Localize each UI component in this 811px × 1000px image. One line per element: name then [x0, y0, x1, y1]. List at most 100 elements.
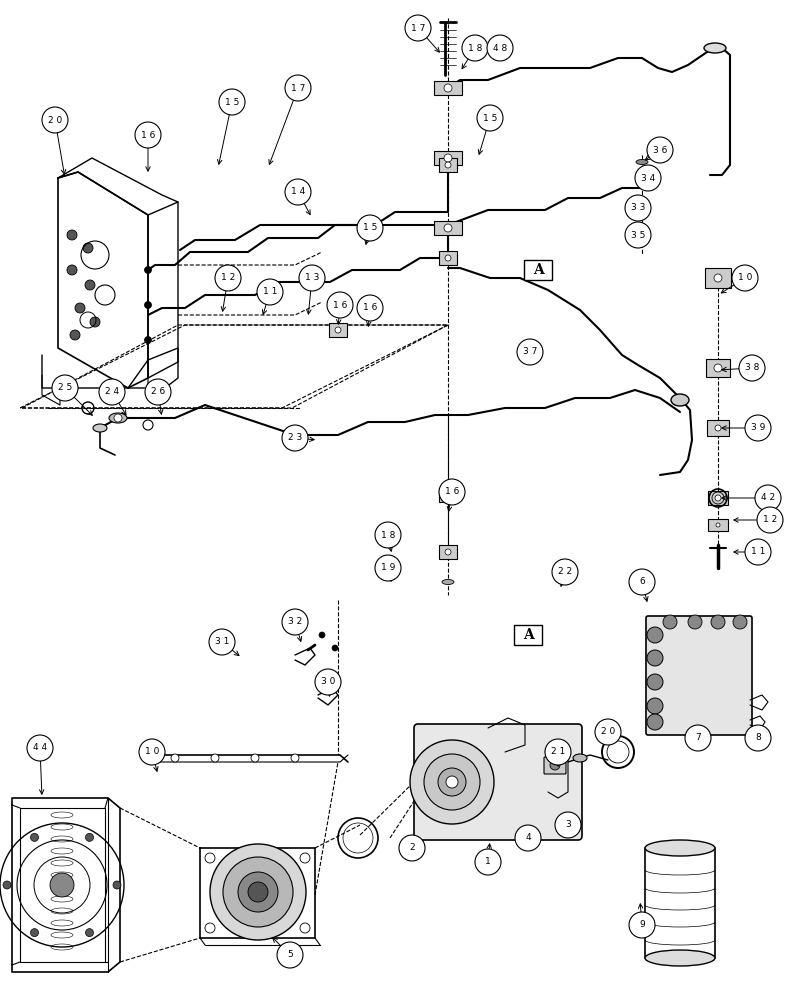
Circle shape — [277, 942, 303, 968]
Text: 3 9: 3 9 — [750, 424, 764, 432]
Circle shape — [646, 674, 663, 690]
Circle shape — [744, 539, 770, 565]
Circle shape — [85, 833, 93, 841]
Text: 4: 4 — [525, 833, 530, 842]
Circle shape — [549, 760, 560, 770]
Circle shape — [684, 725, 710, 751]
FancyBboxPatch shape — [646, 616, 751, 735]
Text: 1 2: 1 2 — [762, 516, 776, 524]
Text: 1 0: 1 0 — [737, 273, 751, 282]
Text: A: A — [522, 628, 533, 642]
Circle shape — [315, 669, 341, 695]
Circle shape — [281, 425, 307, 451]
Ellipse shape — [573, 754, 586, 762]
Text: 2 5: 2 5 — [58, 383, 72, 392]
Text: 3 8: 3 8 — [744, 363, 758, 372]
FancyBboxPatch shape — [433, 151, 461, 165]
Circle shape — [247, 882, 268, 902]
Text: 2 0: 2 0 — [48, 116, 62, 125]
FancyBboxPatch shape — [704, 268, 730, 288]
Text: 3: 3 — [564, 820, 570, 829]
Text: 1: 1 — [484, 857, 491, 866]
Circle shape — [544, 739, 570, 765]
Circle shape — [31, 929, 38, 937]
Circle shape — [335, 327, 341, 333]
Circle shape — [437, 768, 466, 796]
FancyBboxPatch shape — [414, 724, 581, 840]
Circle shape — [629, 912, 654, 938]
Text: 1 3: 1 3 — [304, 273, 319, 282]
Circle shape — [114, 414, 122, 422]
Circle shape — [90, 317, 100, 327]
Circle shape — [171, 754, 178, 762]
Text: 1 0: 1 0 — [144, 748, 159, 756]
Circle shape — [738, 355, 764, 381]
Text: 3 6: 3 6 — [652, 146, 667, 155]
FancyBboxPatch shape — [439, 158, 457, 172]
Circle shape — [754, 485, 780, 511]
Circle shape — [375, 522, 401, 548]
Ellipse shape — [109, 413, 127, 423]
Circle shape — [319, 632, 324, 638]
Circle shape — [75, 303, 85, 313]
Text: 3 3: 3 3 — [630, 204, 645, 213]
Circle shape — [410, 740, 493, 824]
Circle shape — [731, 265, 757, 291]
Circle shape — [474, 849, 500, 875]
Ellipse shape — [635, 160, 647, 165]
Text: 4 2: 4 2 — [760, 493, 775, 502]
Ellipse shape — [637, 206, 646, 211]
Circle shape — [476, 105, 502, 131]
Text: 2 2: 2 2 — [557, 568, 572, 576]
Circle shape — [646, 627, 663, 643]
Ellipse shape — [670, 394, 689, 406]
Circle shape — [357, 215, 383, 241]
Circle shape — [444, 84, 452, 92]
Circle shape — [514, 825, 540, 851]
Circle shape — [144, 266, 152, 273]
Circle shape — [139, 739, 165, 765]
Circle shape — [299, 853, 310, 863]
Circle shape — [646, 714, 663, 730]
FancyBboxPatch shape — [439, 545, 457, 559]
Circle shape — [285, 75, 311, 101]
Circle shape — [646, 650, 663, 666]
Circle shape — [67, 265, 77, 275]
Circle shape — [594, 719, 620, 745]
Circle shape — [208, 629, 234, 655]
Circle shape — [444, 154, 452, 162]
Circle shape — [756, 507, 782, 533]
Circle shape — [281, 609, 307, 635]
Text: 6: 6 — [638, 578, 644, 586]
FancyBboxPatch shape — [707, 519, 727, 531]
Text: 2 6: 2 6 — [151, 387, 165, 396]
Circle shape — [67, 230, 77, 240]
Circle shape — [52, 375, 78, 401]
Circle shape — [210, 844, 306, 940]
Circle shape — [405, 15, 431, 41]
FancyBboxPatch shape — [707, 491, 727, 505]
Circle shape — [204, 923, 215, 933]
Circle shape — [31, 833, 38, 841]
Text: 3 4: 3 4 — [640, 174, 654, 183]
Circle shape — [444, 255, 450, 261]
Circle shape — [634, 165, 660, 191]
Circle shape — [646, 137, 672, 163]
Text: 1 6: 1 6 — [444, 488, 459, 496]
Circle shape — [398, 835, 424, 861]
FancyBboxPatch shape — [328, 323, 346, 337]
FancyBboxPatch shape — [523, 260, 551, 280]
Text: 3 5: 3 5 — [630, 231, 645, 239]
FancyBboxPatch shape — [705, 359, 729, 377]
Circle shape — [423, 754, 479, 810]
Text: 1 5: 1 5 — [225, 98, 239, 107]
Text: 3 7: 3 7 — [522, 348, 537, 357]
Text: 3 2: 3 2 — [288, 617, 302, 626]
Ellipse shape — [703, 43, 725, 53]
Circle shape — [713, 274, 721, 282]
Ellipse shape — [644, 840, 714, 856]
Circle shape — [238, 872, 277, 912]
Text: 1 6: 1 6 — [363, 304, 377, 312]
Circle shape — [710, 615, 724, 629]
Circle shape — [713, 364, 721, 372]
